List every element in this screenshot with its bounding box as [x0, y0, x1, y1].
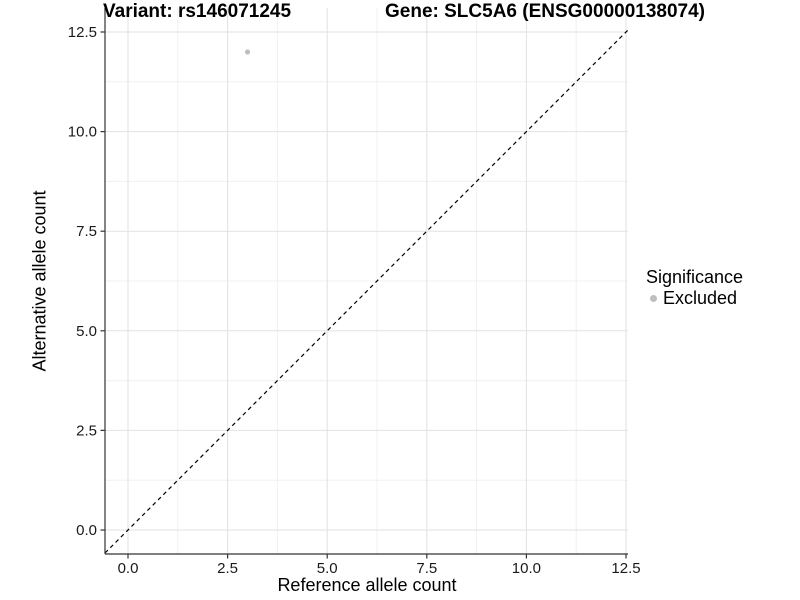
tick-labels: 0.0 2.5 5.0 7.5 10.0 12.5 0.0 2.5 5.0 7.5 10.0 12.5	[68, 24, 641, 577]
grid-minor	[105, 8, 628, 554]
legend-point-icon	[649, 294, 657, 302]
plot-title-gene: Gene: SLC5A6 (ENSG00000138074)	[385, 1, 705, 22]
plot-title-variant: Variant: rs146071245	[103, 1, 292, 22]
y-tick-label: 2.5	[76, 422, 97, 439]
y-axis-label: Alternative allele count	[29, 190, 50, 372]
legend-item-label: Excluded	[663, 288, 738, 308]
y-tick-label: 12.5	[68, 24, 97, 41]
x-tick-label: 10.0	[512, 560, 541, 577]
x-tick-label: 5.0	[317, 560, 338, 577]
x-tick-label: 7.5	[416, 560, 437, 577]
y-tick-label: 0.0	[76, 522, 97, 539]
tick-marks	[100, 31, 627, 559]
y-tick-label: 5.0	[76, 323, 97, 340]
x-axis-label: Reference allele count	[277, 575, 457, 595]
data-point	[244, 49, 251, 55]
x-tick-label: 0.0	[118, 560, 139, 577]
x-tick-label: 12.5	[611, 560, 640, 577]
x-tick-label: 2.5	[217, 560, 238, 577]
y-tick-label: 7.5	[76, 223, 97, 240]
y-tick-label: 10.0	[68, 124, 97, 141]
legend: Significance Excluded	[646, 267, 743, 308]
legend-title: Significance	[646, 267, 744, 287]
legend-item-excluded: Excluded	[646, 288, 743, 308]
legend-key	[646, 291, 660, 305]
grid-major	[105, 8, 628, 554]
axis-lines	[104, 8, 628, 555]
identity-line	[104, 29, 629, 554]
